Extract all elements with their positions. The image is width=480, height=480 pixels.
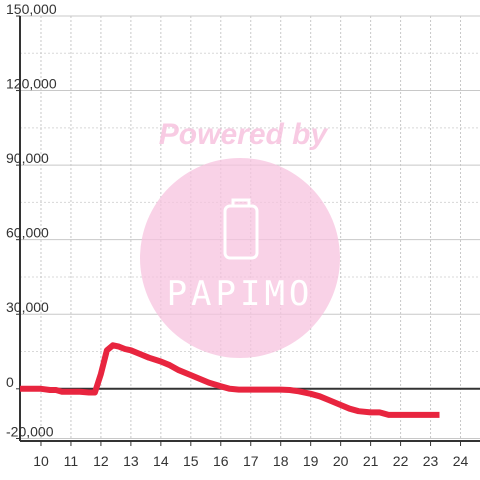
y-tick-label: 90,000 xyxy=(6,150,49,166)
x-tick-label: 17 xyxy=(243,453,259,469)
series-line-0 xyxy=(20,342,440,418)
x-tick-label: 18 xyxy=(273,453,289,469)
x-tick-label: 21 xyxy=(363,453,379,469)
x-tick-label: 10 xyxy=(33,453,49,469)
x-tick-label: 23 xyxy=(423,453,439,469)
watermark: Powered by PAPIMO xyxy=(140,118,340,358)
phone-icon xyxy=(223,198,259,260)
y-tick-label: 0 xyxy=(6,374,14,390)
x-tick-label: 22 xyxy=(393,453,409,469)
watermark-text: Powered by xyxy=(159,118,329,151)
x-tick-label: 13 xyxy=(123,453,139,469)
x-tick-label: 19 xyxy=(303,453,319,469)
y-tick-label: 60,000 xyxy=(6,225,49,241)
x-tick-label: 24 xyxy=(453,453,469,469)
x-tick-label: 16 xyxy=(213,453,229,469)
y-tick-label: 30,000 xyxy=(6,299,49,315)
tick-labels: -20,000 0 30,000 60,000 90,000 120,000 150,000… xyxy=(6,1,469,469)
y-tick-label: 150,000 xyxy=(6,1,57,17)
series-layer xyxy=(20,342,440,418)
x-tick-label: 20 xyxy=(333,453,349,469)
x-tick-label: 11 xyxy=(64,453,79,469)
x-tick-label: 12 xyxy=(93,453,109,469)
y-tick-label: 120,000 xyxy=(6,76,57,92)
x-tick-label: 15 xyxy=(183,453,199,469)
y-tick-label: -20,000 xyxy=(6,424,54,440)
watermark-logo-text: PAPIMO xyxy=(167,274,314,314)
x-tick-label: 14 xyxy=(153,453,169,469)
